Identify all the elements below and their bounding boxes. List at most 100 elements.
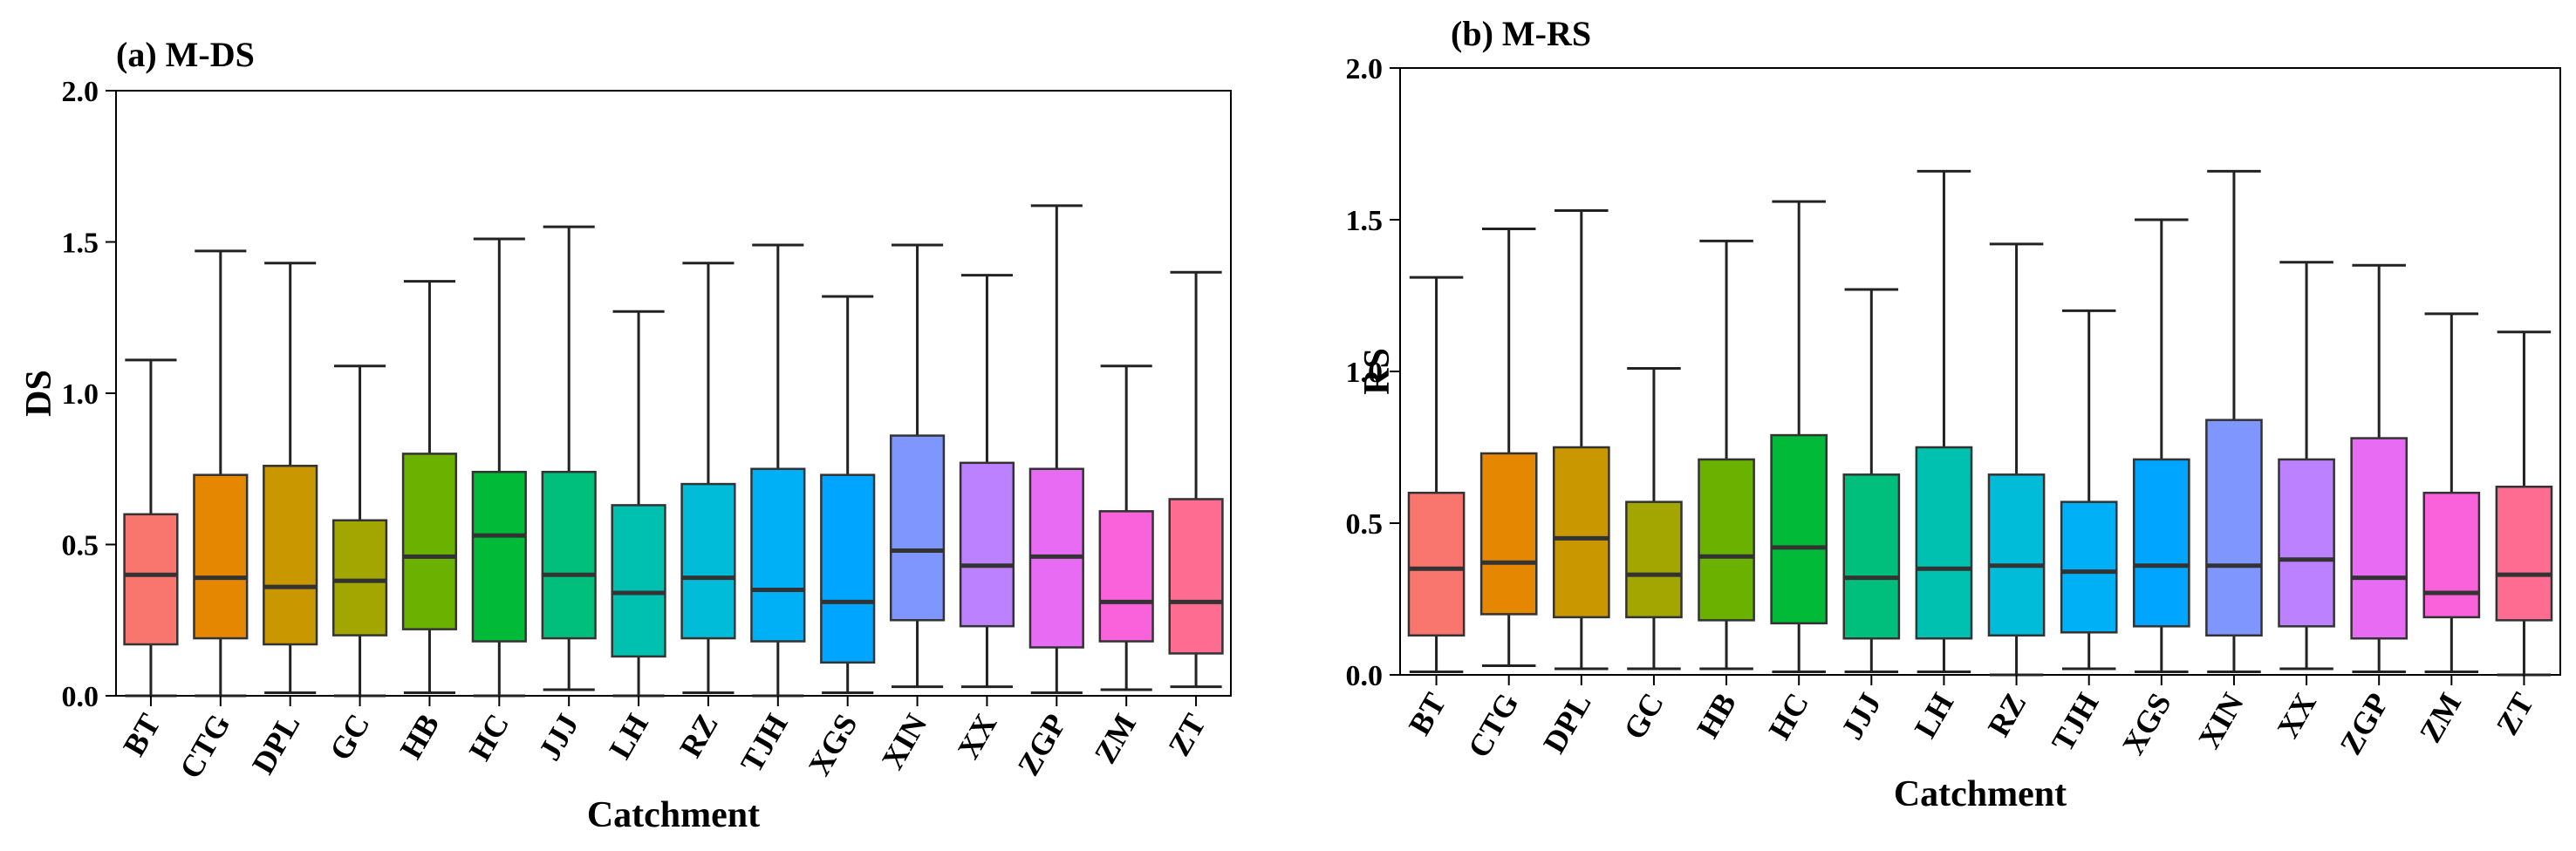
box-iqr (1479, 452, 1538, 616)
box-lh (1915, 169, 1973, 674)
box-iqr (2278, 458, 2335, 628)
x-tick-label: ZGP (1011, 708, 1074, 781)
x-tick-label: XIN (875, 708, 934, 775)
box-hb (1698, 239, 1755, 671)
box-zgp (2350, 263, 2409, 674)
x-tick-label: DPL (1536, 687, 1598, 759)
x-tick-label: BT (1402, 687, 1453, 741)
box-tjh (2060, 309, 2118, 671)
x-tick-label: GC (1616, 687, 1671, 745)
box-iqr (263, 465, 318, 646)
x-tick-label: JJJ (1835, 687, 1889, 745)
y-tick-label: 1.5 (62, 228, 99, 260)
box-iqr (820, 473, 876, 664)
box-zt (2495, 330, 2553, 677)
box-iqr (401, 453, 458, 630)
box-bt (123, 358, 179, 698)
x-tick-label: ZM (2413, 687, 2469, 748)
box-iqr (1698, 458, 1755, 622)
x-tick-label: CTG (1461, 687, 1526, 764)
x-tick-label: RZ (673, 708, 725, 763)
y-tick-label: 0.5 (62, 530, 99, 562)
x-axis-title: Catchment (587, 795, 760, 835)
x-tick-label: HB (393, 708, 447, 765)
x-tick-label: DPL (245, 708, 307, 780)
x-tick-label: ZM (1087, 708, 1143, 769)
box-ctg (193, 249, 249, 698)
box-iqr (959, 461, 1015, 628)
box-iqr (2205, 419, 2263, 637)
x-tick-label: ZT (2490, 687, 2541, 741)
x-tick-label: TJH (734, 708, 795, 779)
box-hc (471, 237, 527, 698)
box-rz (680, 262, 736, 695)
box-xin (2205, 169, 2263, 674)
box-iqr (750, 467, 806, 643)
box-iqr (680, 482, 736, 640)
box-iqr (889, 434, 946, 622)
box-bt (1407, 276, 1466, 674)
box-hc (1770, 200, 1828, 674)
box-iqr (1625, 500, 1683, 619)
x-tick-label: XIN (2191, 687, 2251, 754)
y-tick-label: 1.0 (62, 378, 99, 411)
y-axis-title: RS (1357, 348, 1397, 395)
box-zm (2422, 312, 2481, 674)
panel-m-rs: 0.00.51.01.52.0BT CTG DPL GC HB HC JJJ LH RZ TJH X… (1346, 14, 2561, 814)
box-iqr (1915, 446, 1973, 640)
box-tjh (750, 243, 806, 698)
box-iqr (611, 504, 666, 658)
x-tick-label: HC (1761, 687, 1815, 745)
x-tick-label: ZGP (2333, 687, 2395, 760)
box-iqr (2132, 458, 2190, 628)
x-axis-title: Catchment (1894, 774, 2067, 814)
box-iqr (2350, 437, 2409, 640)
y-tick-label: 2.0 (1346, 53, 1384, 85)
box-iqr (193, 473, 249, 640)
box-zgp (1028, 204, 1084, 695)
box-gc (331, 364, 388, 698)
x-tick-label: HC (462, 708, 516, 766)
box-iqr (1770, 433, 1828, 625)
box-rz (1987, 242, 2046, 677)
box-xin (889, 243, 946, 689)
box-xgs (820, 295, 876, 695)
box-jjj (541, 225, 597, 691)
x-tick-label: ZT (1161, 708, 1213, 762)
box-dpl (263, 262, 318, 695)
box-zt (1168, 270, 1224, 689)
x-tick-label: BT (116, 708, 167, 762)
x-tick-label: XX (951, 708, 1004, 765)
box-iqr (471, 470, 527, 643)
box-xx (959, 274, 1015, 689)
box-iqr (1407, 491, 1466, 637)
panel-title: (a) M-DS (116, 35, 255, 74)
box-lh (611, 310, 666, 698)
x-tick-label: XX (2270, 687, 2323, 744)
panel-m-ds: 0.00.51.01.52.0BT CTG DPL GC HB HC JJJ LH RZ TJH X… (19, 35, 1232, 835)
x-tick-label: GC (323, 708, 377, 766)
box-xgs (2132, 218, 2190, 674)
x-tick-label: RZ (1981, 687, 2033, 742)
box-ctg (1479, 227, 1538, 668)
box-iqr (2422, 491, 2481, 619)
box-hb (401, 280, 458, 695)
y-tick-label: 0.0 (62, 681, 99, 713)
y-tick-label: 2.0 (62, 76, 99, 108)
x-tick-label: CTG (173, 708, 237, 785)
box-iqr (331, 519, 388, 637)
box-iqr (1842, 473, 1901, 640)
x-tick-label: JJJ (531, 708, 585, 766)
y-tick-label: 0.5 (1346, 508, 1384, 541)
y-axis-title: DS (19, 370, 59, 417)
x-tick-label: TJH (2045, 687, 2106, 758)
box-gc (1625, 367, 1683, 671)
box-xx (2278, 261, 2335, 671)
box-iqr (123, 513, 179, 646)
box-iqr (2060, 500, 2118, 634)
box-iqr (1098, 510, 1154, 643)
panel-title: (b) M-RS (1451, 14, 1591, 53)
x-tick-label: XGS (802, 708, 864, 781)
